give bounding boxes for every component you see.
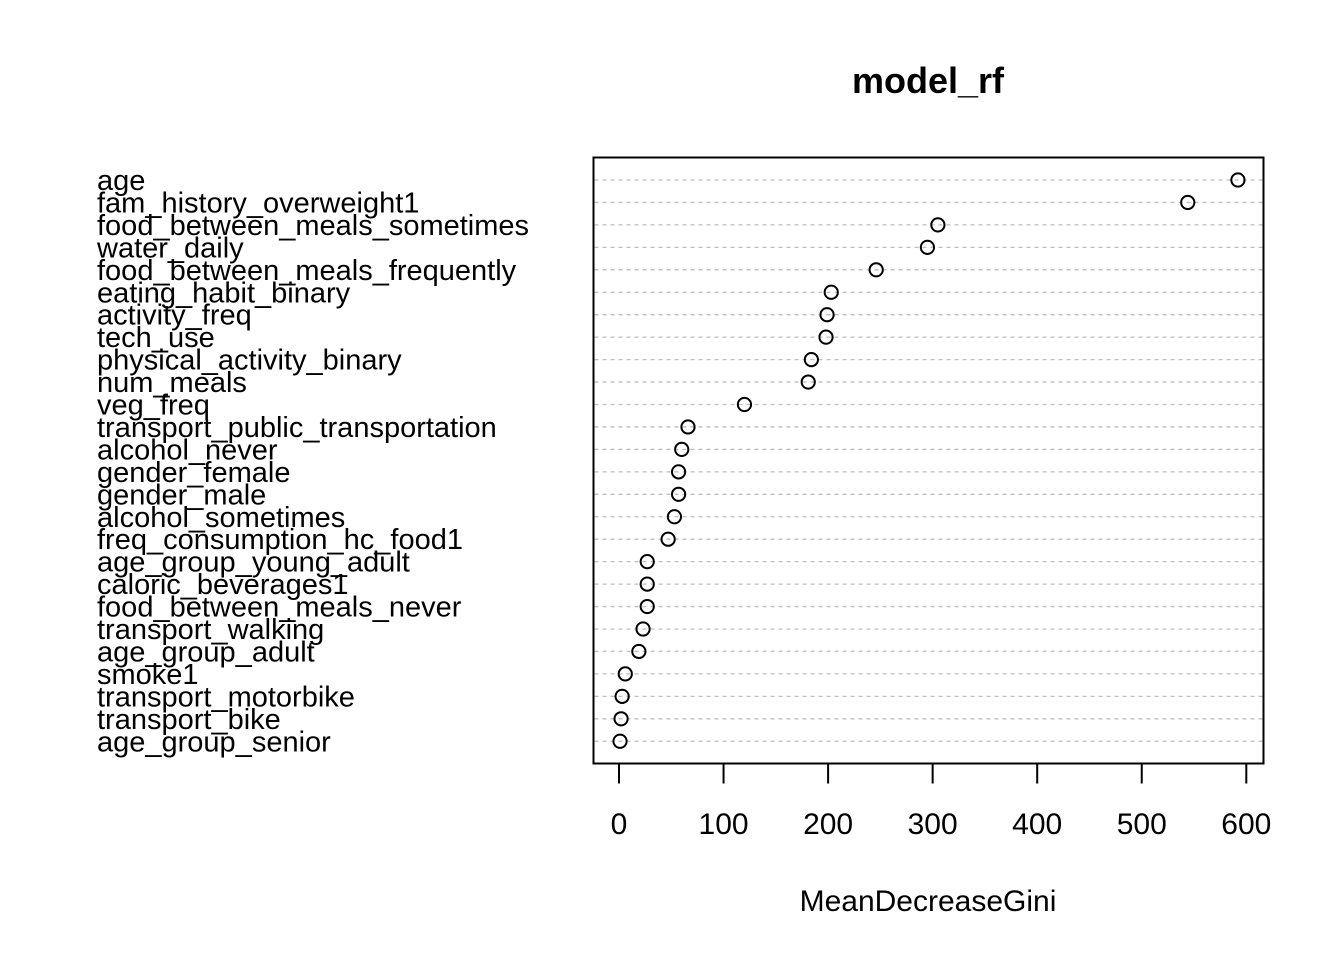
data-point (823, 284, 839, 300)
data-point (635, 621, 651, 637)
category-label: alcohol_sometimes (97, 502, 345, 534)
data-point (680, 419, 696, 435)
x-axis: 0 100 200 300 400 500 600 (611, 762, 1271, 841)
category-label: transport_motorbike (97, 681, 355, 713)
data-point (868, 262, 884, 278)
data-points (612, 172, 1246, 749)
x-tick-label: 500 (1117, 808, 1167, 841)
category-label: food_between_meals_sometimes (97, 210, 529, 242)
data-point (639, 554, 655, 570)
category-label: gender_female (97, 457, 290, 489)
x-tick-label: 100 (699, 808, 749, 841)
x-tick-label: 200 (803, 808, 853, 841)
category-label: age (97, 165, 145, 197)
category-label: smoke1 (97, 659, 199, 691)
data-point (818, 329, 834, 345)
data-point (666, 509, 683, 525)
category-label: transport_bike (97, 704, 281, 736)
category-label: food_between_meals_never (97, 592, 462, 624)
data-point (819, 307, 835, 323)
category-label: age_group_senior (97, 726, 331, 758)
category-label: veg_freq (97, 390, 210, 422)
category-label: gender_male (97, 479, 266, 511)
category-label: activity_freq (97, 300, 252, 332)
category-label: caloric_beverages1 (97, 569, 348, 601)
data-point (1180, 194, 1196, 211)
chart-title: model_rf (852, 60, 1005, 101)
data-point (1230, 172, 1246, 188)
data-point (800, 374, 816, 390)
category-label: eating_habit_binary (97, 277, 351, 309)
data-point (612, 733, 628, 749)
category-label: physical_activity_binary (97, 345, 402, 377)
category-label: transport_public_transportation (97, 412, 497, 444)
x-axis-title: MeanDecreaseGini (800, 885, 1057, 918)
category-label: tech_use (97, 322, 215, 354)
x-tick-label: 600 (1221, 808, 1271, 841)
data-point (631, 643, 647, 660)
data-point (670, 486, 687, 502)
data-point (803, 352, 819, 368)
category-label: age_group_adult (97, 636, 315, 668)
category-labels: agefam_history_overweight1food_between_m… (96, 165, 529, 758)
x-tick-label: 0 (611, 808, 628, 841)
category-label: transport_walking (97, 614, 324, 646)
category-label: water_daily (96, 232, 244, 264)
x-tick-label: 400 (1012, 808, 1062, 841)
data-point (614, 688, 630, 704)
category-label: fam_history_overweight1 (97, 187, 419, 219)
data-point (674, 441, 690, 457)
data-point (613, 711, 629, 727)
data-point (639, 598, 655, 615)
data-point (736, 396, 753, 413)
data-point (670, 464, 687, 480)
x-tick-label: 300 (908, 808, 958, 841)
category-label: num_meals (97, 367, 247, 399)
data-point (639, 576, 655, 592)
data-point (930, 217, 946, 233)
category-label: freq_consumption_hc_food1 (97, 524, 463, 556)
category-label: food_between_meals_frequently (97, 255, 517, 287)
category-label: age_group_young_adult (97, 547, 410, 579)
data-point (617, 666, 633, 682)
data-point (919, 239, 936, 255)
category-label: alcohol_never (97, 434, 278, 466)
data-point (660, 531, 676, 547)
